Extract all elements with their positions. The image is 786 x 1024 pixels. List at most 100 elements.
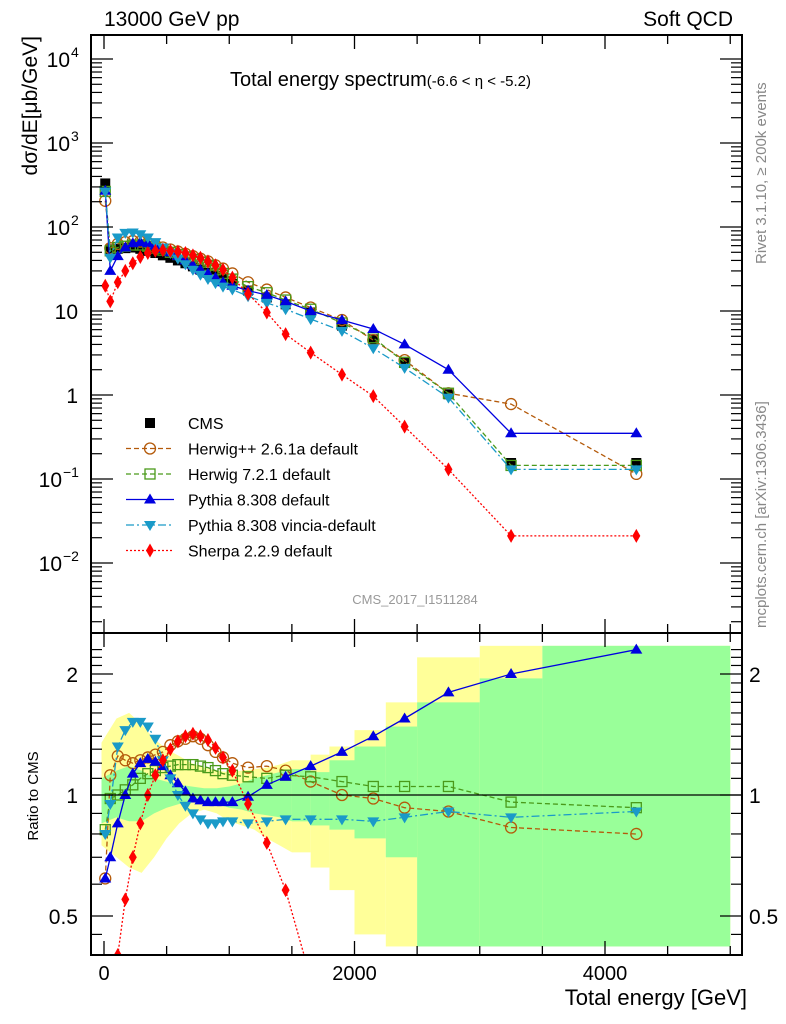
ratio-point-sherpa-2-2-9-default	[136, 816, 145, 831]
ratio-uncertainty-bands	[101, 645, 731, 947]
legend-item-cms: CMS	[145, 416, 224, 433]
main-point-pythia-8-308-vincia-default	[216, 282, 229, 293]
ratio-point-sherpa-2-2-9-default	[128, 850, 137, 865]
main-point-sherpa-2-2-9-default	[228, 270, 237, 285]
legend-item-herwig-7-2-1-default: Herwig 7.2.1 default	[126, 467, 331, 484]
main-point-sherpa-2-2-9-default	[218, 262, 227, 277]
legend: CMS Herwig++ 2.6.1a default Herwig 7.2.1 d…	[126, 416, 376, 561]
main-point-pythia-8-308-vincia-default	[186, 265, 199, 276]
main-point-sherpa-2-2-9-default	[188, 248, 197, 263]
ratio-point-pythia-8-308-vincia-default	[367, 817, 380, 828]
ratio-point-pythia-8-308-default	[367, 730, 380, 741]
ratio-point-pythia-8-308-default	[119, 789, 132, 799]
main-point-pythia-8-308-vincia-default	[260, 298, 273, 309]
main-point-sherpa-2-2-9-default	[173, 244, 182, 259]
main-y-tick-label: 10	[47, 133, 70, 156]
ratio-point-pythia-8-308-default	[186, 792, 199, 803]
legend-item-pythia-8-308-vincia-default: Pythia 8.308 vincia-default	[126, 518, 376, 535]
plot-title: Total energy spectrum(-6.6 < η < -5.2)	[230, 69, 531, 91]
ratio-point-pythia-8-308-default	[171, 777, 184, 788]
ratio-point-sherpa-2-2-9-default	[151, 768, 160, 783]
main-point-pythia-8-308-default	[279, 295, 292, 306]
ratio-point-sherpa-2-2-9-default	[113, 947, 122, 955]
ratio-y-tick-label-right: 1	[749, 785, 761, 808]
main-point-pythia-8-308-default	[304, 305, 317, 315]
main-point-pythia-8-308-vincia-default	[630, 465, 643, 476]
header-left-label: 13000 GeV pp	[104, 8, 239, 31]
main-point-pythia-8-308-default	[260, 289, 273, 300]
main-point-pythia-8-308-default	[134, 236, 147, 247]
main-y-tick-label: 10	[47, 49, 70, 72]
ratio-point-pythia-8-308-vincia-default	[99, 829, 112, 840]
main-point-sherpa-2-2-9-default	[203, 254, 212, 269]
main-point-pythia-8-308-default	[630, 427, 643, 438]
ratio-point-herwig-7-2-1-default	[187, 758, 199, 771]
ratio-point-pythia-8-308-vincia-default	[216, 817, 229, 828]
ratio-line-herwig-7-2-1-default	[104, 763, 637, 830]
ratio-point-pythia-8-308-default	[149, 755, 162, 766]
main-point-pythia-8-308-default	[119, 241, 132, 252]
main-point-sherpa-2-2-9-default	[211, 258, 220, 273]
ratio-point-pythia-8-308-vincia-default	[442, 807, 455, 818]
main-point-sherpa-2-2-9-default	[128, 256, 137, 271]
main-point-sherpa-2-2-9-default	[101, 278, 110, 293]
main-point-pythia-8-308-vincia-default	[442, 393, 455, 404]
main-point-pythia-8-308-vincia-default	[111, 233, 124, 244]
main-point-cms	[506, 458, 517, 469]
ratio-point-herwig-2-6-1a-default	[367, 792, 380, 805]
ratio-point-sherpa-2-2-9-default	[307, 971, 315, 985]
ratio-point-pythia-8-308-vincia-default	[194, 815, 207, 826]
ratio-point-sherpa-2-2-9-default	[196, 729, 205, 744]
legend-marker	[144, 468, 156, 480]
main-point-sherpa-2-2-9-default	[281, 327, 290, 342]
main-point-pythia-8-308-vincia-default	[134, 230, 147, 241]
ratio-point-pythia-8-308-default	[104, 851, 117, 862]
ratio-point-herwig-2-6-1a-default	[241, 761, 255, 774]
main-point-pythia-8-308-vincia-default	[99, 187, 112, 198]
ratio-point-pythia-8-308-default	[630, 643, 643, 654]
ratio-point-sherpa-2-2-9-default	[281, 883, 290, 898]
main-y-tick-label: 10	[55, 301, 78, 324]
ratio-point-pythia-8-308-vincia-default	[179, 801, 192, 812]
ratio-point-pythia-8-308-vincia-default	[186, 809, 199, 820]
main-point-pythia-8-308-vincia-default	[226, 285, 239, 296]
main-series-cms	[100, 178, 642, 469]
main-point-sherpa-2-2-9-default	[262, 305, 271, 320]
main-point-herwig-2-6-1a-default	[504, 397, 518, 411]
main-point-sherpa-2-2-9-default	[121, 263, 130, 278]
ratio-point-pythia-8-308-vincia-default	[104, 799, 117, 810]
ratio-y-tick-label-left: 2	[66, 664, 78, 687]
ratio-point-herwig-7-2-1-default	[442, 780, 455, 793]
main-ylabel: dσ/dE[μb/GeV]	[19, 36, 42, 175]
ratio-point-pythia-8-308-vincia-default	[171, 791, 184, 801]
main-point-sherpa-2-2-9-default	[306, 345, 315, 360]
ratio-point-herwig-7-2-1-default	[242, 771, 254, 783]
ratio-point-pythia-8-308-vincia-default	[141, 722, 154, 733]
analysis-id-watermark: CMS_2017_I1511284	[352, 592, 478, 607]
ratio-point-pythia-8-308-vincia-default	[630, 807, 643, 818]
main-point-pythia-8-308-vincia-default	[194, 270, 207, 281]
ratio-point-pythia-8-308-vincia-default	[149, 734, 162, 745]
ratio-point-pythia-8-308-vincia-default	[209, 819, 222, 830]
legend-marker	[146, 543, 154, 558]
main-point-sherpa-2-2-9-default	[181, 246, 190, 261]
ratio-point-herwig-2-6-1a-default	[398, 801, 411, 814]
main-point-pythia-8-308-vincia-default	[171, 254, 184, 265]
legend-item-sherpa-2-2-9-default: Sherpa 2.2.9 default	[126, 543, 333, 561]
ratio-point-pythia-8-308-vincia-default	[335, 815, 348, 826]
ratio-point-pythia-8-308-vincia-default	[398, 813, 411, 824]
main-point-pythia-8-308-vincia-default	[201, 275, 214, 286]
ratio-point-pythia-8-308-default	[260, 778, 273, 789]
main-point-pythia-8-308-vincia-default	[279, 305, 292, 316]
ratio-plot	[91, 643, 742, 985]
legend-marker	[144, 493, 156, 504]
main-y-tick-label: 10	[39, 553, 62, 576]
ratio-point-pythia-8-308-default	[141, 752, 154, 763]
main-point-pythia-8-308-vincia-default	[149, 238, 162, 249]
ratio-line-sherpa-2-2-9-default	[117, 733, 305, 955]
ratio-point-herwig-7-2-1-default	[194, 760, 207, 772]
main-point-sherpa-2-2-9-default	[113, 275, 122, 290]
main-point-pythia-8-308-default	[367, 323, 380, 334]
